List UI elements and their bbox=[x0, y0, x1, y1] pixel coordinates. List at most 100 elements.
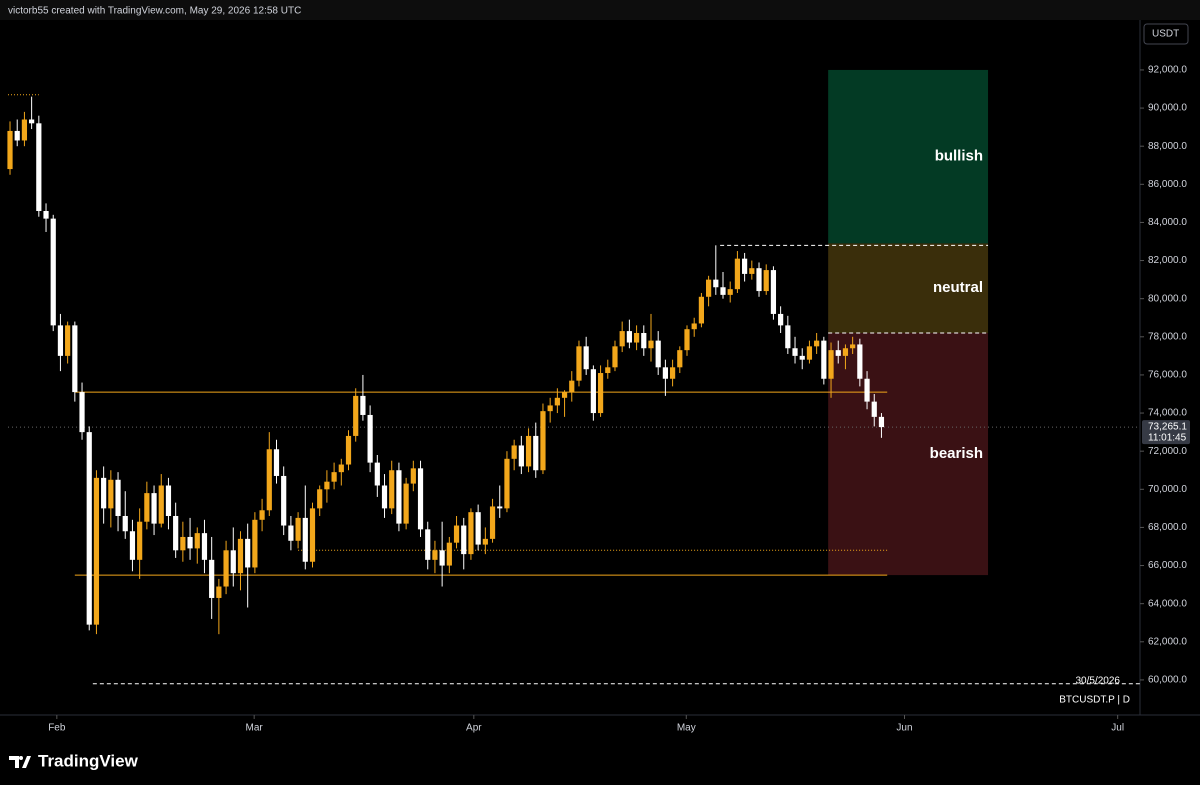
attribution: victorb55 created with TradingView.com, … bbox=[8, 6, 301, 17]
candle-body bbox=[50, 218, 56, 326]
zone bbox=[828, 332, 989, 576]
candle-body bbox=[778, 313, 784, 326]
candle-body bbox=[374, 462, 380, 486]
date-marker: 30/5/2026 bbox=[1076, 676, 1121, 687]
candle-body bbox=[417, 468, 424, 530]
countdown: 11:01:45 bbox=[1148, 433, 1187, 444]
last-price-label: 73,265.1 bbox=[1148, 422, 1187, 433]
candle-body bbox=[57, 325, 64, 356]
candle-body bbox=[453, 525, 460, 543]
candle-body bbox=[482, 538, 488, 545]
candle-body bbox=[86, 432, 92, 625]
candle-body bbox=[381, 485, 388, 509]
x-tick-label: Feb bbox=[48, 723, 66, 734]
candle-body bbox=[29, 119, 35, 124]
candle-body bbox=[446, 542, 452, 566]
candles bbox=[7, 96, 885, 635]
candle-body bbox=[857, 344, 863, 379]
candle-body bbox=[684, 329, 690, 351]
y-tick-label: 66,000.0 bbox=[1148, 560, 1187, 571]
y-tick-label: 80,000.0 bbox=[1148, 293, 1187, 304]
candle-body bbox=[317, 489, 323, 509]
candle-body bbox=[792, 348, 798, 356]
brand-logo bbox=[9, 756, 31, 768]
candle-body bbox=[353, 395, 359, 436]
candle-body bbox=[669, 367, 676, 379]
candle-body bbox=[288, 525, 294, 541]
candle-body bbox=[194, 533, 200, 549]
candle-body bbox=[504, 458, 510, 509]
candle-body bbox=[432, 550, 438, 560]
candle-body bbox=[821, 340, 827, 379]
candle-body bbox=[439, 550, 445, 566]
candle-body bbox=[108, 479, 114, 509]
candle-body bbox=[691, 323, 697, 330]
candle-body bbox=[158, 485, 164, 524]
candle-body bbox=[230, 550, 236, 574]
candle-body bbox=[871, 401, 877, 417]
y-tick-label: 70,000.0 bbox=[1148, 484, 1187, 495]
y-tick-label: 74,000.0 bbox=[1148, 408, 1187, 419]
candle-body bbox=[252, 519, 258, 568]
candle-body bbox=[259, 510, 265, 520]
y-tick-label: 88,000.0 bbox=[1148, 141, 1187, 152]
candle-body bbox=[209, 559, 215, 598]
candle-body bbox=[273, 449, 280, 476]
axes: 60,000.0 62,000.0 64,000.0 66,000.0 68,000.0… bbox=[48, 65, 1190, 734]
candle-body bbox=[605, 367, 611, 374]
y-tick-label: 90,000.0 bbox=[1148, 103, 1187, 114]
candle-body bbox=[93, 477, 100, 625]
candle-body bbox=[540, 411, 546, 471]
candle-body bbox=[554, 397, 560, 406]
candle-body bbox=[619, 331, 625, 347]
currency-box[interactable] bbox=[1143, 23, 1189, 45]
candle-body bbox=[878, 416, 885, 428]
candle-body bbox=[151, 493, 157, 524]
zone bbox=[828, 69, 989, 244]
currency: USDT bbox=[1152, 29, 1179, 40]
candle-body bbox=[749, 268, 755, 274]
candle-body bbox=[216, 586, 222, 598]
candle-body bbox=[842, 348, 849, 356]
candle-body bbox=[806, 346, 813, 360]
y-tick-label: 72,000.0 bbox=[1148, 446, 1187, 457]
candle-body bbox=[266, 449, 272, 511]
candle-body bbox=[461, 525, 467, 555]
zone-label: neutral bbox=[933, 279, 983, 296]
candle-body bbox=[389, 470, 395, 509]
candle-body bbox=[583, 346, 589, 370]
candle-body bbox=[561, 392, 568, 398]
candle-body bbox=[612, 346, 618, 368]
candle-body bbox=[698, 296, 705, 324]
candle-body bbox=[14, 130, 20, 141]
candle-body bbox=[137, 521, 143, 560]
zone-label: bearish bbox=[930, 445, 983, 462]
logo-dot bbox=[19, 756, 23, 760]
candle-body bbox=[677, 350, 683, 368]
y-tick-label: 82,000.0 bbox=[1148, 255, 1187, 266]
y-tick-label: 68,000.0 bbox=[1148, 522, 1187, 533]
candle-body bbox=[533, 435, 539, 471]
candle-body bbox=[468, 512, 474, 555]
candle-body bbox=[763, 270, 769, 292]
candle-body bbox=[72, 325, 78, 393]
logo-shape bbox=[9, 756, 31, 768]
candle-body bbox=[403, 483, 409, 524]
candle-body bbox=[201, 533, 208, 560]
candle-body bbox=[115, 479, 121, 516]
y-tick-label: 64,000.0 bbox=[1148, 598, 1187, 609]
candle-body bbox=[345, 435, 352, 465]
candle-body bbox=[410, 468, 416, 484]
candle-body bbox=[525, 435, 532, 467]
zone-label: bullish bbox=[935, 148, 983, 165]
candle-body bbox=[475, 512, 481, 545]
candle-body bbox=[295, 517, 301, 541]
candle-body bbox=[331, 472, 337, 482]
y-tick-label: 78,000.0 bbox=[1148, 331, 1187, 342]
candle-body bbox=[425, 529, 431, 560]
candle-body bbox=[43, 211, 49, 219]
y-tick-label: 86,000.0 bbox=[1148, 179, 1187, 190]
zones: bullish neutral bearish bbox=[828, 69, 989, 576]
candle-body bbox=[547, 405, 553, 412]
candle-body bbox=[7, 130, 13, 170]
